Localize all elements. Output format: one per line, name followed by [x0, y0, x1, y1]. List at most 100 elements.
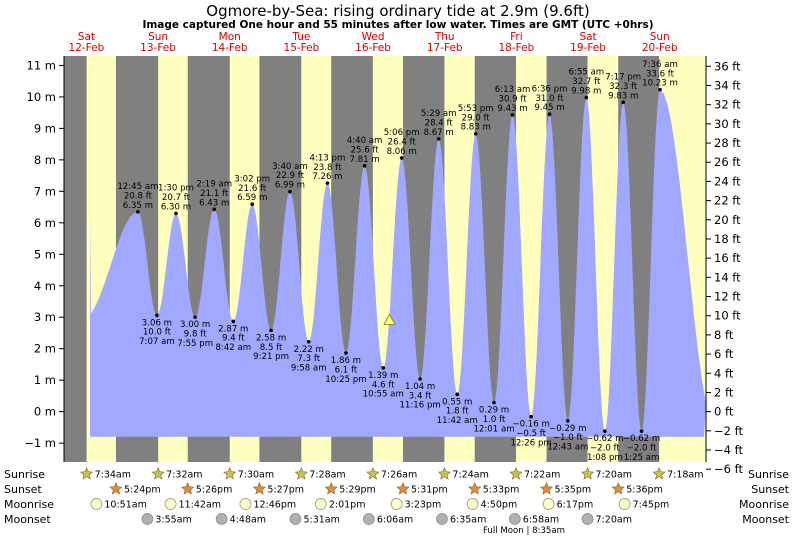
day-name-label: Sat	[579, 31, 596, 43]
y-tick-label-right: 30 ft	[714, 117, 741, 131]
high-tide-label: 32.3 ft	[609, 82, 638, 92]
high-tide-point	[399, 156, 404, 160]
moonrise-time-label: 4:50pm	[481, 500, 518, 511]
y-tick-label-right: 8 ft	[714, 328, 734, 342]
sunset-time-label: 5:35pm	[554, 485, 591, 496]
low-tide-label: −0.5 ft	[516, 429, 546, 439]
moonset-time-label: 6:58am	[523, 515, 559, 526]
high-tide-point	[288, 189, 292, 194]
current-tide-marker	[383, 313, 396, 325]
plot-area	[64, 56, 706, 462]
sunset-star-icon	[396, 482, 410, 495]
low-tide-label: −0.29 m	[549, 424, 586, 434]
low-tide-label: 7.3 ft	[297, 354, 320, 364]
high-tide-point	[212, 207, 217, 212]
moonset-time-label: 4:48am	[230, 515, 266, 526]
day-name-label: Fri	[510, 31, 523, 43]
y-tick-label-right: 0 ft	[714, 405, 734, 419]
high-tide-label: 7.81 m	[349, 155, 379, 165]
moonset-markers: 3:55am 4:48am 5:31am 6:06am 6:35am 6:58am 7:20…	[141, 513, 632, 526]
moonset-time-label: 3:55am	[155, 515, 191, 526]
low-tide-label: 9:58 am	[291, 364, 327, 374]
high-tide-label: 20.8 ft	[124, 191, 153, 201]
y-tick-label-right: 36 ft	[714, 59, 741, 73]
high-tide-label: 26.4 ft	[388, 138, 417, 148]
low-tide-label: 11:42 am	[437, 416, 478, 426]
low-tide-point	[231, 319, 236, 324]
day-date-label: 17-Feb	[427, 42, 463, 54]
high-tide-label: 30.9 ft	[498, 95, 527, 105]
y-tick-label-right: 20 ft	[714, 213, 741, 227]
high-tide-label: 21.1 ft	[200, 189, 229, 199]
high-tide-label: 29.0 ft	[462, 113, 491, 123]
low-tide-label: 1:08 pm	[587, 453, 623, 463]
moonrise-circle-icon	[466, 498, 479, 510]
current-level-marker	[383, 313, 396, 325]
moonset-circle-icon	[289, 513, 302, 525]
low-tide-label: 9.8 ft	[184, 330, 207, 340]
moonrise-markers: 10:51am 11:42am 12:46pm 2:01pm 3:23pm 4:50pm 6…	[90, 498, 669, 511]
high-tide-label: 4:13 pm	[309, 153, 345, 163]
y-tick-label-left: 4 m	[34, 279, 56, 293]
sunset-time-label: 5:29pm	[339, 485, 376, 496]
high-tide-point	[325, 181, 330, 185]
sunrise-time-label: 7:28am	[309, 470, 345, 481]
sunrise-time-label: 7:18am	[667, 470, 703, 481]
y-tick-label-right: 18 ft	[714, 232, 741, 246]
low-tide-label: −0.16 m	[512, 420, 549, 430]
y-tick-label-left: 11 m	[27, 58, 57, 72]
day-name-label: Sun	[148, 31, 168, 43]
low-tide-label: 11:16 pm	[399, 401, 440, 411]
high-tide-label: 6.35 m	[123, 201, 153, 211]
low-tide-point	[529, 414, 533, 419]
sunset-star-icon	[181, 482, 195, 495]
high-tide-label: 8.83 m	[461, 123, 491, 133]
tide-area	[90, 89, 706, 437]
chart-subtitle: Image captured One hour and 55 minutes a…	[142, 19, 653, 31]
moonrise-time-label: 2:01pm	[329, 500, 366, 511]
high-tide-label: 7:36 am	[642, 60, 678, 70]
high-tide-label: 9.83 m	[608, 91, 638, 101]
sunrise-star-icon	[151, 467, 165, 480]
y-tick-label-left: 6 m	[34, 216, 56, 230]
low-tide-label: 9:21 pm	[253, 352, 289, 362]
low-tide-label: 2.58 m	[256, 333, 286, 343]
high-tide-label: 5:53 pm	[458, 104, 494, 114]
low-tide-label: 8.5 ft	[260, 343, 283, 353]
low-tide-label: 1.04 m	[405, 382, 435, 392]
sunset-time-label: 5:31pm	[411, 485, 448, 496]
high-tide-label: 8.06 m	[387, 147, 417, 157]
y-tick-label-left: 9 m	[34, 121, 56, 135]
y-tick-label-right: −6 ft	[714, 462, 743, 476]
high-tide-point	[621, 100, 626, 105]
low-tide-label: 0.55 m	[442, 397, 472, 407]
sunrise-star-icon	[366, 467, 380, 480]
high-tide-label: 6:55 am	[568, 68, 604, 78]
low-tide-point	[603, 429, 607, 433]
day-name-label: Sat	[78, 31, 95, 43]
sunrise-time-label: 7:34am	[95, 470, 131, 481]
sunset-time-label: 5:33pm	[483, 485, 520, 496]
astronomy-rows: Sunrise Sunset Moonrise Moonset Sunrise …	[4, 467, 790, 536]
moonrise-time-label: 12:46pm	[253, 500, 296, 511]
high-tide-label: 23.8 ft	[313, 163, 342, 173]
low-tide-label: 1.8 ft	[446, 407, 469, 417]
low-tide-label: 10:55 am	[363, 390, 404, 400]
high-tide-label: 6.30 m	[161, 202, 191, 212]
moonrise-circle-icon	[314, 498, 327, 510]
high-tide-label: 21.6 ft	[238, 184, 267, 194]
low-tide-label: 4.6 ft	[372, 380, 395, 390]
sunset-star-icon	[468, 482, 482, 495]
sunrise-time-label: 7:22am	[524, 470, 560, 481]
y-tick-label-right: 4 ft	[714, 366, 734, 380]
moonset-circle-icon	[508, 513, 521, 525]
y-tick-label-right: 34 ft	[714, 78, 741, 92]
low-tide-label: 10:25 pm	[325, 375, 366, 385]
low-tide-label: 1.39 m	[368, 371, 398, 381]
low-tide-point	[565, 418, 570, 423]
sunset-star-icon	[324, 482, 338, 495]
high-tide-label: 5:29 am	[421, 109, 457, 119]
y-tick-label-left: 1 m	[34, 373, 56, 387]
y-tick-label-left: 3 m	[34, 310, 56, 324]
